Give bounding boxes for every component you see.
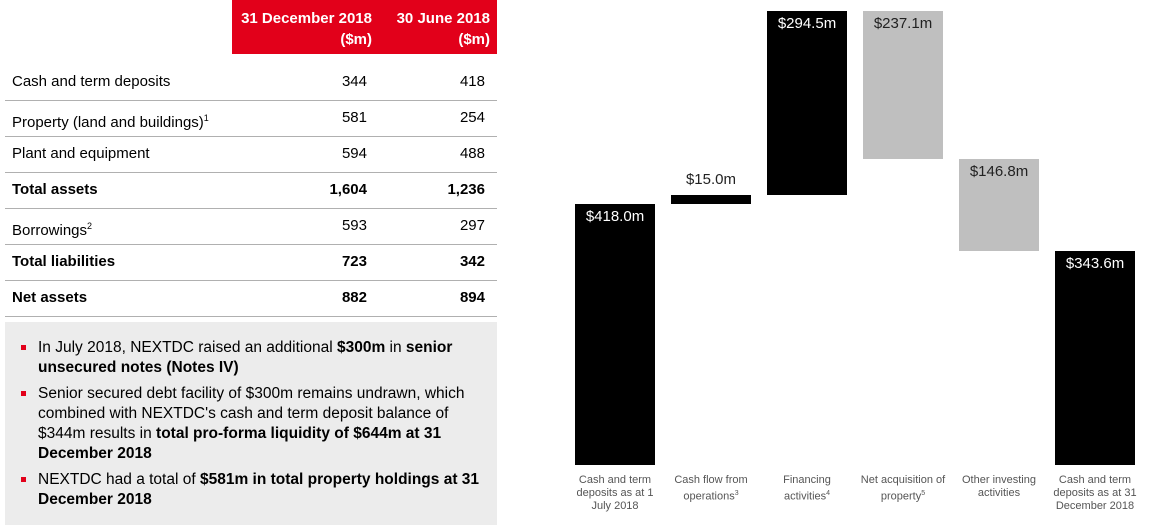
note-bullet: Senior secured debt facility of $300m re…: [5, 384, 483, 464]
row-rule: [5, 208, 497, 209]
cell-value: 723: [341, 253, 367, 270]
category-text: Other investing activities: [962, 474, 1036, 499]
row-label-text: Borrowings: [12, 222, 88, 239]
cell-value: 594: [341, 145, 367, 162]
note-text: In July 2018, NEXTDC raised an additiona…: [38, 339, 337, 356]
cell-value: 254: [459, 109, 485, 126]
row-label-text: Property (land and buildings): [12, 114, 204, 131]
category-text: Cash and term deposits as at 31 December…: [1053, 474, 1137, 512]
cell-value: 1,604: [329, 181, 367, 198]
row-label-text: Net assets: [12, 289, 88, 306]
note-text: senior unsecured notes (Notes IV): [38, 339, 453, 376]
row-label: Plant and equipment: [12, 136, 150, 172]
row-label-text: Cash and term deposits: [12, 73, 171, 90]
category-label: Cash and term deposits as at 31 December…: [1047, 474, 1143, 513]
footnote-ref: 3: [734, 490, 739, 497]
bar: [767, 11, 847, 195]
row-label: Total liabilities: [12, 244, 115, 280]
header-date: 31 December 2018: [241, 10, 372, 27]
category-label: Financing activities4: [759, 474, 855, 504]
cell-value: 488: [459, 145, 485, 162]
category-label: Net acquisition of property5: [855, 474, 951, 504]
row-rule: [5, 100, 497, 101]
bar: [959, 158, 1039, 251]
cell-value: 593: [341, 217, 367, 234]
cell-value: 1,236: [447, 181, 485, 198]
note-text: total pro-forma liquidity of $644m at 31…: [38, 425, 442, 462]
note-text: in: [385, 339, 406, 356]
value-label: $15.0m: [685, 170, 737, 188]
value-label: $146.8m: [969, 162, 1029, 180]
category-text: Cash flow from operations: [674, 474, 748, 503]
row-rule: [5, 172, 497, 173]
row-label: Property (land and buildings)1: [12, 100, 209, 136]
note-text: Senior secured debt facility of $300m re…: [38, 385, 465, 442]
column-header: 30 June 2018 ($m): [377, 0, 497, 54]
footnote-ref: 4: [826, 490, 831, 497]
notes-box: In July 2018, NEXTDC raised an additiona…: [5, 322, 497, 525]
value-label: $237.1m: [873, 15, 933, 32]
header-date: 30 June 2018: [396, 10, 490, 27]
bar: [863, 11, 943, 159]
category-label: Other investing activities: [951, 474, 1047, 500]
value-label: $294.5m: [777, 15, 837, 32]
balance-table: 31 December 2018 ($m) 30 June 2018 ($m) Cash…: [5, 0, 497, 320]
footnote-ref: 1: [203, 113, 209, 123]
row-label-text: Plant and equipment: [12, 145, 150, 162]
row-rule: [5, 244, 497, 245]
row-label-text: Total liabilities: [12, 253, 116, 270]
cell-value: 297: [459, 217, 485, 234]
cell-value: 581: [341, 109, 367, 126]
bar: [575, 204, 655, 465]
row-label: Cash and term deposits: [12, 64, 170, 100]
note-text: $581m in total property holdings at 31 D…: [38, 471, 480, 508]
row-rule: [5, 280, 497, 281]
row-label: Total assets: [12, 172, 98, 208]
row-label: Borrowings2: [12, 208, 92, 244]
note-text: NEXTDC had a total of: [38, 471, 200, 488]
category-text: Net acquisition of property: [860, 474, 946, 503]
bar: [1055, 250, 1135, 465]
column-header: 31 December 2018 ($m): [232, 0, 377, 54]
category-text: Cash and term deposits as at 1 July 2018: [576, 474, 654, 512]
value-label: $418.0m: [585, 208, 645, 226]
category-text: Financing activities: [783, 474, 831, 503]
category-label: Cash flow from operations3: [663, 474, 759, 504]
header-unit: ($m): [340, 31, 372, 48]
bar: [671, 194, 751, 205]
footnote-ref: 5: [921, 490, 926, 497]
footnote-ref: 2: [87, 221, 93, 231]
row-label-text: Total assets: [12, 181, 98, 198]
cell-value: 418: [459, 73, 485, 90]
note-bullet: In July 2018, NEXTDC raised an additiona…: [5, 338, 483, 378]
cell-value: 894: [459, 289, 485, 306]
category-label: Cash and term deposits as at 1 July 2018: [567, 474, 663, 513]
note-bullet: NEXTDC had a total of $581m in total pro…: [5, 470, 483, 510]
note-text: $300m: [336, 339, 386, 356]
header-unit: ($m): [458, 31, 490, 48]
row-rule: [5, 136, 497, 137]
cell-value: 882: [341, 289, 367, 306]
row-rule: [5, 316, 497, 317]
row-label: Net assets: [12, 280, 87, 316]
cell-value: 342: [459, 253, 485, 270]
value-label: $343.6m: [1065, 254, 1125, 272]
cell-value: 344: [341, 73, 367, 90]
